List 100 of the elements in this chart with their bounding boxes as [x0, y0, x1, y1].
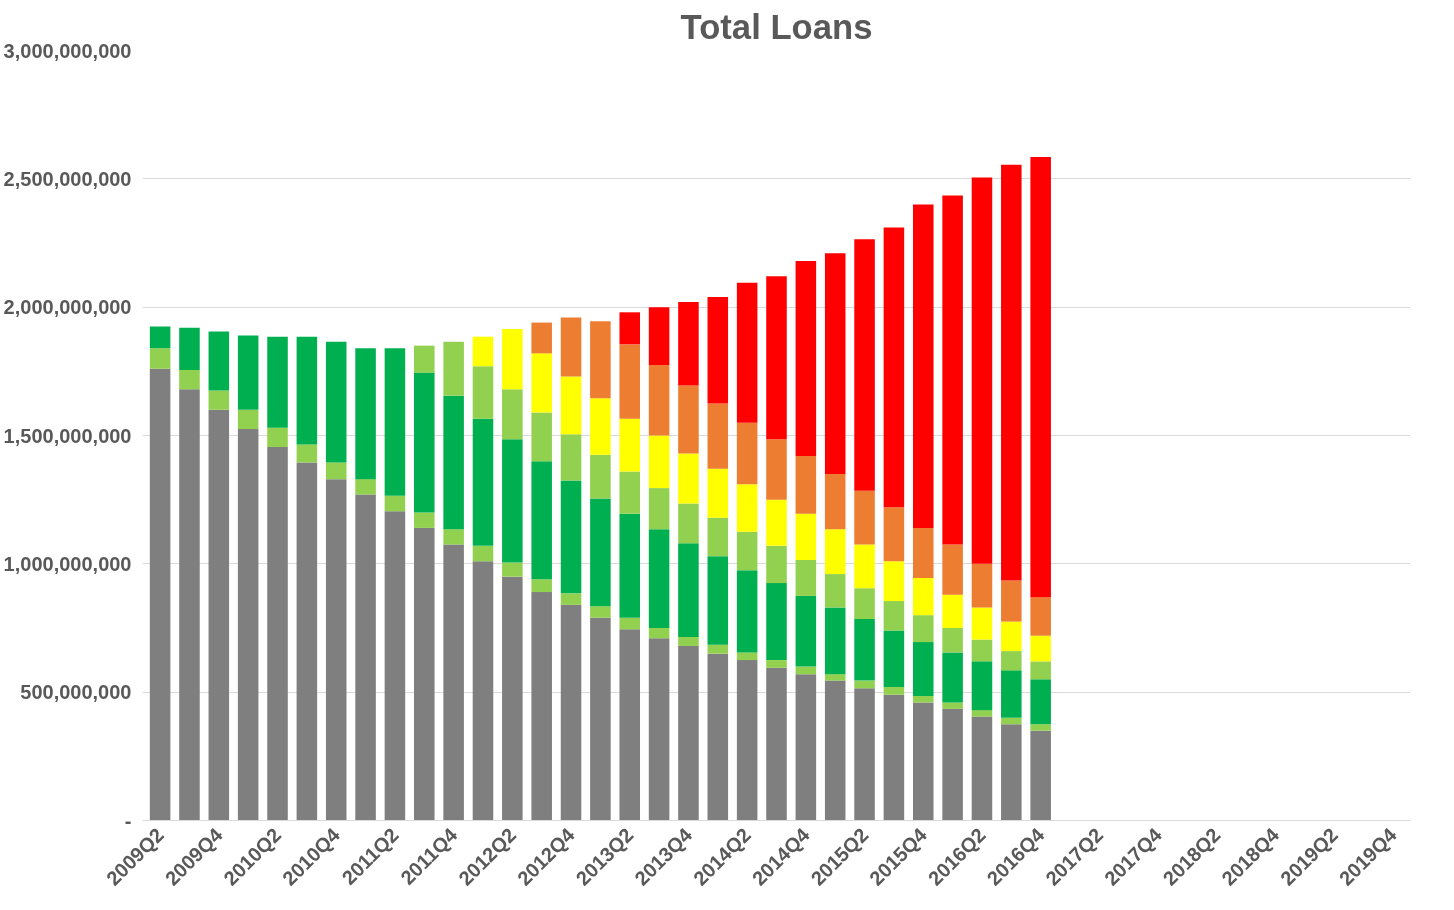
- bar: [619, 312, 641, 345]
- bar: [414, 372, 435, 513]
- bar: [648, 488, 670, 530]
- bar: [971, 716, 993, 821]
- bar: [854, 680, 875, 689]
- bar: [590, 606, 611, 618]
- y-tick-label: 2,000,000,000: [3, 296, 132, 319]
- bar: [179, 370, 200, 390]
- bar: [678, 636, 699, 646]
- bar: [1001, 580, 1022, 622]
- bar: [1030, 635, 1051, 662]
- bar: [942, 652, 963, 703]
- bar: [707, 517, 729, 557]
- y-tick-label: 2,500,000,000: [3, 167, 132, 190]
- bar: [883, 227, 905, 508]
- bar: [736, 422, 758, 485]
- bar: [824, 253, 846, 474]
- bar: [472, 336, 494, 367]
- bar: [854, 239, 875, 491]
- bar: [1030, 724, 1051, 731]
- bar: [355, 348, 376, 480]
- bar: [414, 512, 435, 528]
- bar: [795, 260, 817, 457]
- bar: [648, 638, 670, 821]
- bar: [942, 628, 963, 653]
- y-tick-label: 1,500,000,000: [3, 424, 132, 447]
- bar: [296, 336, 318, 445]
- bar: [502, 439, 523, 563]
- bar: [1001, 717, 1022, 725]
- bar: [912, 702, 934, 821]
- bar: [824, 574, 846, 608]
- bar: [208, 331, 230, 391]
- bar: [971, 639, 993, 662]
- bar: [736, 282, 758, 423]
- bar: [296, 462, 318, 821]
- bar: [824, 529, 846, 575]
- bar: [1001, 670, 1022, 718]
- bar: [707, 644, 729, 654]
- bar: [971, 563, 993, 608]
- bar: [267, 427, 288, 448]
- bar: [531, 592, 552, 821]
- bar: [971, 607, 993, 640]
- bar: [590, 498, 611, 607]
- bar: [179, 327, 200, 371]
- bar: [648, 435, 670, 489]
- bar: [678, 453, 699, 504]
- bar: [824, 674, 846, 681]
- bar: [619, 513, 641, 618]
- y-tick-label: -: [124, 809, 132, 832]
- bar: [531, 579, 552, 593]
- bar: [854, 588, 875, 620]
- bar: [237, 429, 259, 821]
- bar: [1030, 597, 1051, 636]
- bar: [267, 336, 288, 428]
- bar: [355, 494, 376, 821]
- bar: [1001, 621, 1022, 652]
- bar: [707, 556, 729, 645]
- bar: [149, 326, 171, 349]
- bar: [443, 395, 464, 530]
- bar: [355, 479, 376, 495]
- bar: [766, 545, 787, 584]
- bar: [560, 604, 582, 821]
- bar: [648, 529, 670, 628]
- bar: [619, 617, 641, 630]
- bar: [472, 366, 494, 419]
- bar: [795, 559, 817, 596]
- bar: [472, 561, 494, 821]
- bar: [795, 595, 817, 667]
- bar: [590, 321, 611, 399]
- bar: [560, 480, 582, 594]
- bar: [912, 615, 934, 643]
- bar: [1001, 164, 1022, 581]
- bar: [678, 385, 699, 454]
- bar: [648, 307, 670, 365]
- bar: [824, 607, 846, 675]
- bar: [560, 434, 582, 481]
- bar: [502, 389, 523, 440]
- bar: [590, 398, 611, 455]
- bar: [854, 490, 875, 545]
- bar: [883, 507, 905, 562]
- bar: [766, 660, 787, 668]
- bar: [619, 344, 641, 419]
- bar: [1030, 679, 1051, 725]
- bar: [648, 628, 670, 639]
- bar: [707, 403, 729, 469]
- bar: [384, 495, 406, 512]
- bar: [766, 499, 787, 546]
- bar: [971, 177, 993, 564]
- bar: [531, 412, 552, 462]
- bar: [208, 390, 230, 410]
- bar: [707, 468, 729, 518]
- bar: [707, 653, 729, 821]
- bar: [237, 335, 259, 410]
- bar: [736, 570, 758, 653]
- bar: [384, 511, 406, 821]
- bar: [942, 594, 963, 628]
- bar: [590, 617, 611, 821]
- bar: [443, 544, 464, 821]
- bar: [472, 418, 494, 546]
- bar: [912, 527, 934, 578]
